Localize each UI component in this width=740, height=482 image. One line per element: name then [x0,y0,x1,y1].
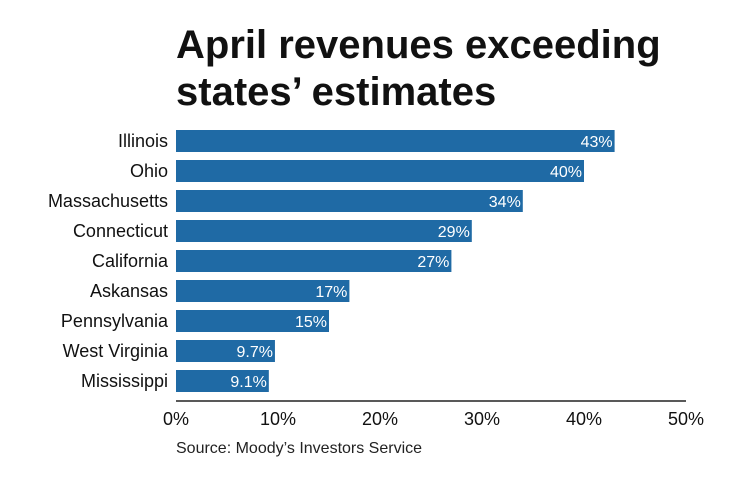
category-label: West Virginia [63,341,169,361]
data-label: 15% [295,314,327,331]
data-label: 29% [438,224,470,241]
data-label: 43% [581,134,613,151]
bar [176,130,615,152]
data-label: 34% [489,194,521,211]
data-label: 9.7% [236,344,272,361]
x-tick-label: 0% [163,409,189,429]
chart-title: April revenues exceeding states’ estimat… [176,23,661,114]
category-label: Illinois [118,131,168,151]
x-tick-label: 20% [362,409,398,429]
bar [176,220,472,242]
x-tick-label: 30% [464,409,500,429]
data-label: 9.1% [230,374,266,391]
bar [176,190,523,212]
data-label: 27% [417,254,449,271]
category-label: Pennsylvania [61,311,169,331]
bar [176,160,584,182]
bar [176,370,269,392]
category-label: Ohio [130,161,168,181]
bar [176,310,329,332]
bar [176,340,275,362]
category-label: California [92,251,169,271]
x-tick-label: 40% [566,409,602,429]
data-label: 40% [550,164,582,181]
category-label: Askansas [90,281,168,301]
bar [176,280,350,302]
category-label: Massachusetts [48,191,168,211]
data-label: 17% [315,284,347,301]
x-tick-label: 10% [260,409,296,429]
bar [176,250,452,272]
x-tick-label: 50% [668,409,704,429]
category-label: Mississippi [81,371,168,391]
category-label: Connecticut [73,221,168,241]
source-note: Source: Moody’s Investors Service [176,440,423,457]
